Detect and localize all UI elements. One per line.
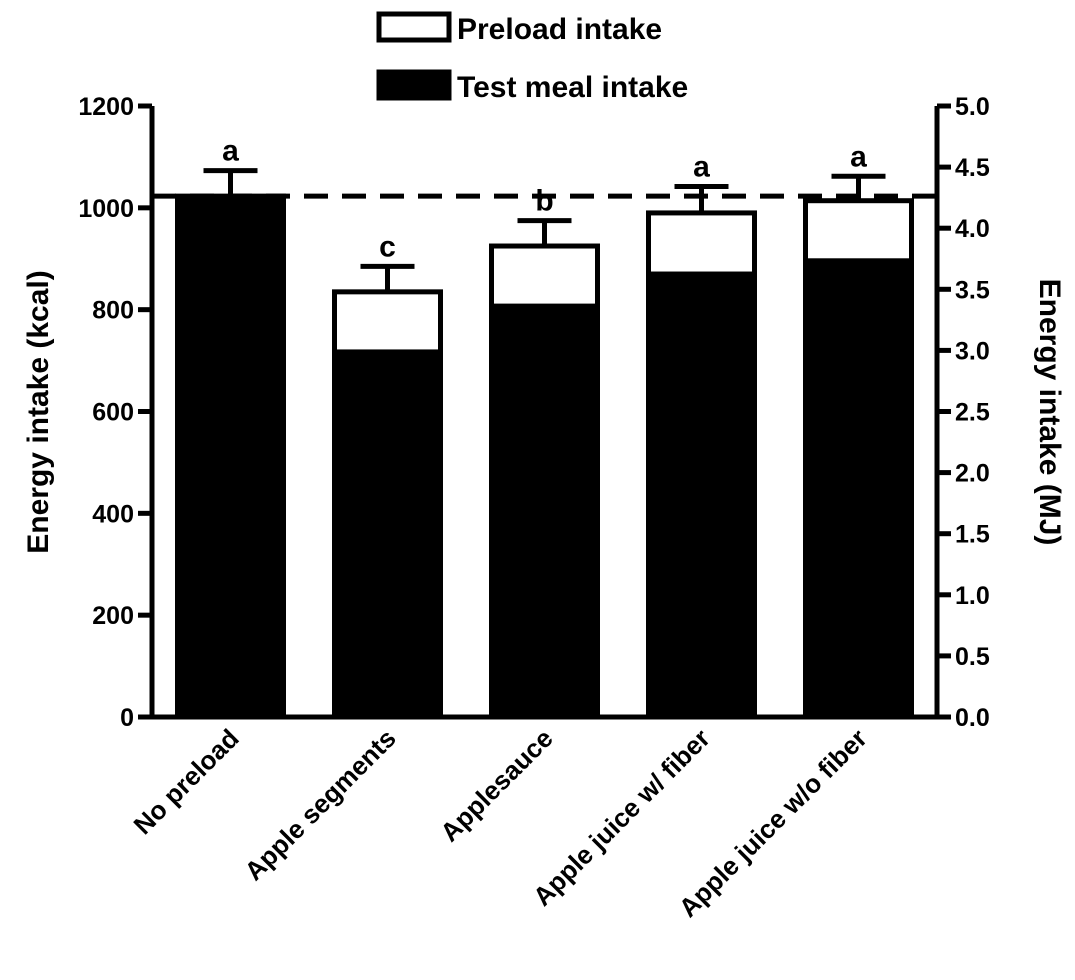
- y-right-tick-label: 5.0: [955, 93, 990, 121]
- y-right-tick-label: 0.0: [955, 704, 990, 732]
- bar-test-meal: [803, 258, 914, 720]
- legend-swatch: [376, 11, 452, 43]
- y-axis-left-label: Energy intake (kcal): [22, 270, 55, 553]
- bar-test-meal: [332, 349, 443, 720]
- y-left-tick-label: 800: [92, 297, 134, 325]
- bar-preload: [332, 289, 443, 355]
- x-tick-label: Apple segments: [239, 723, 402, 886]
- y-left-tick-label: 1200: [78, 93, 134, 121]
- y-left-tick-label: 0: [120, 704, 134, 732]
- y-left-tick-label: 1000: [78, 195, 134, 223]
- legend: Preload intake Test meal intake: [376, 11, 688, 104]
- y-left-tick-label: 400: [92, 500, 134, 528]
- y-left-tick-label: 200: [92, 602, 134, 630]
- legend-label: Preload intake: [457, 13, 662, 46]
- bar-test-meal: [489, 303, 600, 720]
- bars-layer: a No preload c Apple segments b Applesauce a Ap…: [128, 135, 937, 923]
- bar-test-meal: [175, 193, 286, 720]
- y-right-tick-label: 2.0: [955, 460, 990, 488]
- legend-swatch: [376, 69, 452, 101]
- significance-letter: a: [693, 150, 710, 183]
- bar-preload: [489, 243, 600, 309]
- y-right-tick-label: 2.5: [955, 399, 990, 427]
- x-tick-label: Applesauce: [434, 723, 558, 847]
- significance-letter: b: [535, 185, 553, 218]
- y-axis-right-label: Energy intake (MJ): [1033, 279, 1066, 546]
- y-left-tick-label: 600: [92, 399, 134, 427]
- x-tick-label: No preload: [128, 723, 245, 840]
- ticks-layer: 0 200 400 600 800 1000 1200 0.0 0.5 1.0 1.5 2.0 2.5 3…: [78, 93, 989, 732]
- significance-letter: a: [222, 135, 239, 168]
- y-right-tick-label: 1.0: [955, 582, 990, 610]
- y-right-tick-label: 4.0: [955, 215, 990, 243]
- y-right-tick-label: 3.5: [955, 276, 990, 304]
- x-tick-label: Apple juice w/ fiber: [527, 723, 716, 912]
- legend-label: Test meal intake: [457, 71, 688, 104]
- y-right-tick-label: 1.5: [955, 521, 990, 549]
- y-right-tick-label: 0.5: [955, 643, 990, 671]
- y-right-tick-label: 3.0: [955, 337, 990, 365]
- significance-letter: c: [379, 230, 396, 263]
- bar-preload: [803, 198, 914, 264]
- bar-preload: [646, 210, 757, 277]
- y-right-tick-label: 4.5: [955, 154, 990, 182]
- significance-letter: a: [850, 140, 867, 173]
- bar-test-meal: [646, 271, 757, 720]
